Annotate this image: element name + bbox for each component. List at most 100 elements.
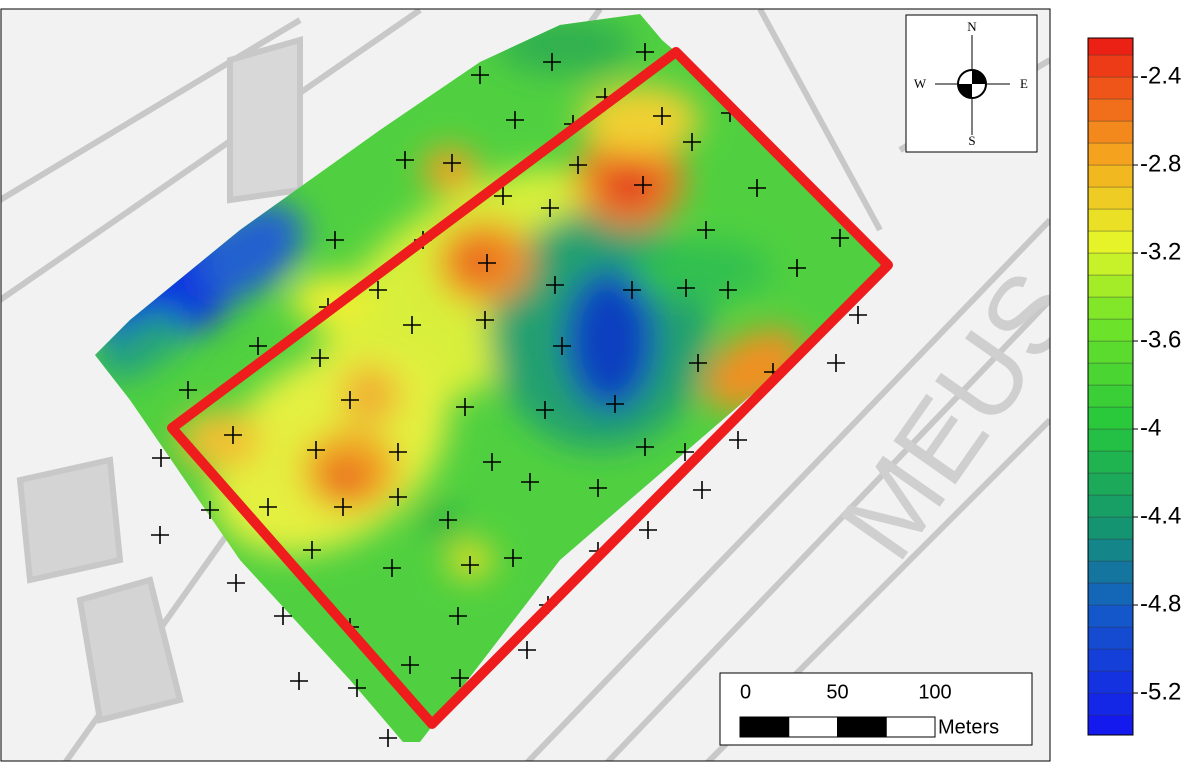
sample-point — [693, 481, 711, 499]
map-frame — [0, 8, 1051, 762]
legend-tick-label: -3.2 — [1140, 238, 1181, 265]
sample-point — [541, 199, 559, 217]
legend-band — [1087, 450, 1134, 474]
legend-band — [1087, 274, 1134, 298]
legend-band — [1087, 670, 1134, 694]
sample-point — [369, 281, 387, 299]
sample-point — [396, 151, 414, 169]
legend-tick-label: -2.8 — [1140, 150, 1181, 177]
sample-point — [443, 154, 461, 172]
sample-point — [456, 398, 474, 416]
legend-band — [1087, 472, 1134, 496]
legend-band — [1087, 230, 1134, 254]
sample-point — [676, 443, 694, 461]
surface-patch — [290, 275, 370, 325]
legend-tick-label: -4.8 — [1140, 590, 1181, 617]
sample-point — [636, 43, 654, 61]
sample-point — [748, 179, 766, 197]
sample-point — [476, 311, 494, 329]
sample-point — [389, 488, 407, 506]
legend-band — [1087, 98, 1134, 122]
sample-point — [543, 53, 561, 71]
legend-band — [1087, 648, 1134, 672]
compass-rose-fill — [958, 70, 986, 98]
sample-point — [683, 133, 701, 151]
sample-point — [179, 381, 197, 399]
sample-point — [311, 349, 329, 367]
sample-points — [151, 43, 867, 747]
legend-band — [1087, 692, 1134, 716]
legend-band — [1087, 626, 1134, 650]
sample-point — [401, 656, 419, 674]
sample-point — [389, 443, 407, 461]
scale-bar-segment — [837, 716, 887, 738]
legend-band — [1087, 252, 1134, 276]
surface-patch — [422, 148, 478, 192]
scale-bar-label: 50 — [826, 681, 848, 703]
scale-bar-segment — [885, 716, 936, 738]
sample-point — [259, 498, 277, 516]
sample-point — [827, 354, 845, 372]
legend-band — [1087, 296, 1134, 320]
sample-point — [403, 316, 421, 334]
legend-band — [1087, 164, 1134, 188]
surface-patch — [323, 462, 367, 498]
sample-point — [831, 229, 849, 247]
legend-band — [1087, 560, 1134, 584]
sample-point — [439, 511, 457, 529]
sample-point — [719, 281, 737, 299]
sample-point — [451, 669, 469, 687]
sample-point — [383, 559, 401, 577]
sample-point — [689, 354, 707, 372]
sample-point — [483, 453, 501, 471]
legend-band — [1087, 714, 1134, 736]
compass-north: N — [967, 19, 977, 34]
legend-band — [1087, 142, 1134, 166]
sample-point — [553, 337, 571, 355]
legend-band — [1087, 340, 1134, 364]
sample-point — [606, 395, 624, 413]
sample-point — [677, 279, 695, 297]
sample-point — [334, 498, 352, 516]
sample-point — [151, 526, 169, 544]
legend-band — [1087, 516, 1134, 540]
sample-point — [227, 574, 245, 592]
sample-point — [379, 729, 397, 747]
sample-point — [536, 401, 554, 419]
legend-band — [1087, 494, 1134, 518]
legend-band — [1087, 318, 1134, 342]
compass: N S E W — [905, 14, 1038, 153]
scale-bar-segment — [788, 716, 838, 738]
sample-point — [639, 521, 657, 539]
base-map-lines — [1, 9, 1050, 761]
study-boundary — [167, 47, 893, 729]
sample-point — [461, 556, 479, 574]
sample-point — [589, 479, 607, 497]
legend-band — [1087, 538, 1134, 562]
scale-bar-segment — [739, 716, 790, 738]
legend-band — [1087, 406, 1134, 430]
legend-band — [1087, 186, 1134, 210]
surface-patch — [630, 240, 770, 300]
sample-point — [307, 441, 325, 459]
legend: -2.4 -2.8 -3.2 -3.6 -4 -4.4 -4.8 -5.2 — [1087, 37, 1181, 736]
legend-band — [1087, 582, 1134, 606]
sample-point — [546, 276, 564, 294]
legend-tick-label: -3.6 — [1140, 326, 1181, 353]
legend-band — [1087, 208, 1134, 232]
legend-band — [1087, 37, 1134, 56]
sample-point — [788, 259, 806, 277]
surface-patch — [340, 365, 400, 425]
sample-point — [521, 473, 539, 491]
legend-band — [1087, 120, 1134, 144]
sample-point — [274, 607, 292, 625]
sample-point — [249, 337, 267, 355]
sample-point — [653, 107, 671, 125]
sample-point — [518, 641, 536, 659]
compass-west: W — [914, 76, 927, 91]
sample-point — [623, 281, 641, 299]
sample-point — [634, 176, 652, 194]
legend-tick-label: -4.4 — [1140, 502, 1181, 529]
